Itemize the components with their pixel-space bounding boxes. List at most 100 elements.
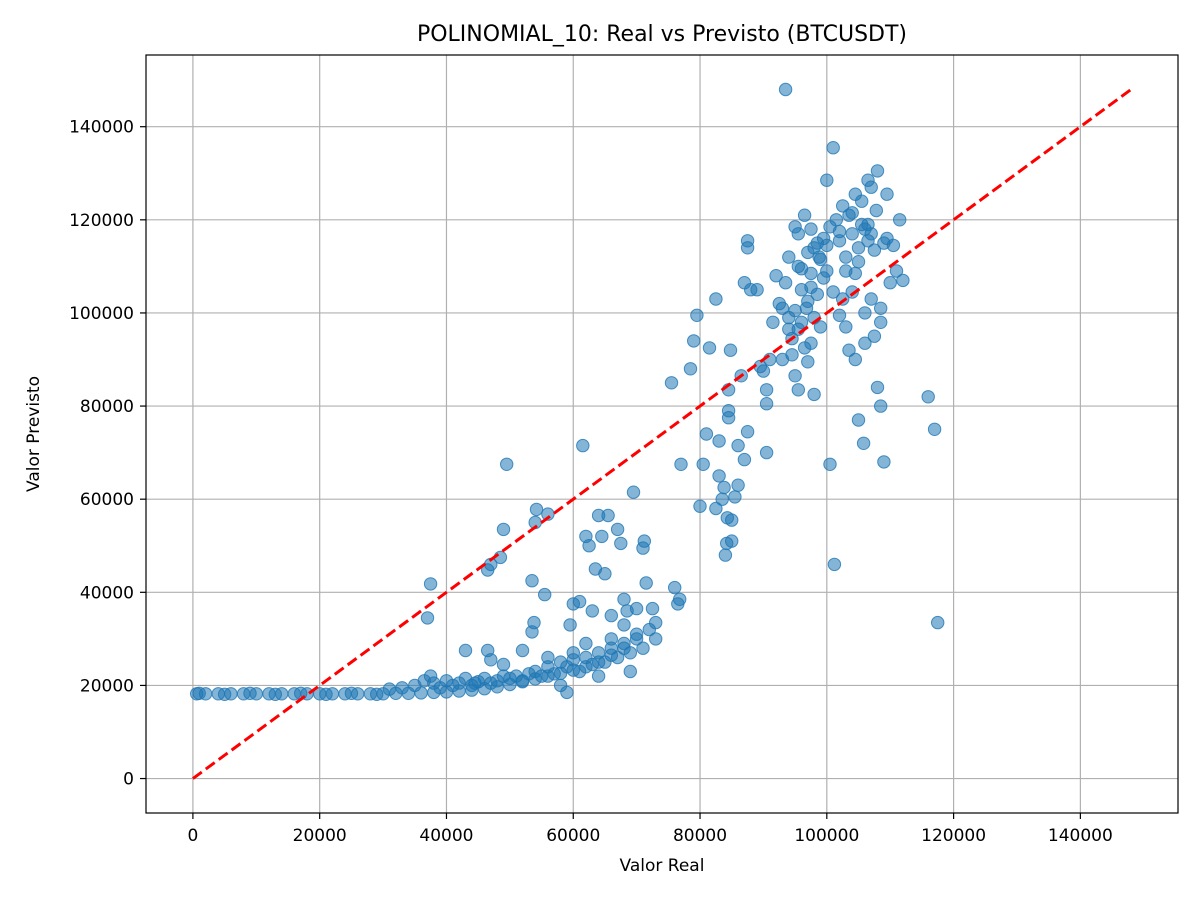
data-point: [864, 292, 878, 306]
data-point: [788, 369, 802, 383]
y-tick-label: 40000: [80, 583, 134, 603]
data-point: [591, 646, 606, 660]
data-point: [725, 534, 739, 548]
x-tick-label: 20000: [293, 826, 347, 846]
data-point: [794, 262, 809, 276]
data-point: [782, 250, 796, 264]
data-point: [893, 213, 907, 227]
data-point: [856, 436, 871, 450]
data-point: [858, 336, 872, 350]
data-point: [610, 650, 625, 665]
data-point: [813, 252, 828, 267]
data-point: [931, 615, 945, 630]
data-point: [827, 557, 842, 572]
data-point: [604, 632, 618, 646]
data-point: [192, 686, 206, 700]
x-axis-label: Valor Real: [620, 856, 705, 876]
data-point: [639, 576, 653, 590]
data-point: [864, 227, 878, 241]
data-point: [883, 276, 897, 290]
data-point: [874, 315, 888, 329]
data-point: [778, 82, 793, 97]
data-point: [617, 592, 631, 606]
data-point: [851, 413, 866, 427]
data-point: [601, 508, 615, 523]
data-point: [598, 655, 612, 669]
data-point: [598, 567, 612, 581]
data-point: [709, 501, 723, 516]
data-point: [797, 208, 812, 222]
data-point: [585, 604, 599, 618]
data-point: [855, 194, 869, 208]
data-point: [420, 611, 435, 625]
data-point: [344, 686, 359, 700]
data-point: [874, 301, 888, 315]
data-point: [709, 292, 723, 306]
x-tick-label: 100000: [794, 826, 859, 846]
data-point: [591, 669, 606, 683]
data-point: [496, 522, 511, 537]
data-point: [712, 434, 726, 448]
y-tick-label: 60000: [80, 490, 134, 510]
data-point: [500, 457, 514, 471]
data-point: [848, 352, 862, 367]
data-point: [541, 507, 555, 521]
data-point: [566, 646, 580, 660]
data-point: [845, 285, 859, 299]
data-point: [759, 397, 774, 411]
data-point: [851, 241, 866, 255]
data-point: [617, 636, 631, 651]
x-tick-label: 0: [187, 826, 198, 846]
data-point: [725, 513, 739, 527]
data-point: [858, 306, 872, 320]
data-point: [696, 457, 710, 471]
data-point: [319, 687, 333, 701]
data-point: [623, 664, 637, 679]
data-point: [759, 383, 774, 397]
chart-title: POLINOMIAL_10: Real vs Previsto (BTCUSDT…: [417, 22, 907, 47]
data-point: [674, 457, 688, 471]
data-point: [712, 469, 726, 483]
data-point: [750, 283, 764, 297]
y-tick-label: 100000: [69, 304, 134, 324]
data-point: [766, 315, 780, 329]
x-tick-label: 40000: [419, 826, 473, 846]
data-point: [715, 492, 729, 506]
y-tick-label: 20000: [80, 676, 134, 696]
data-point: [582, 539, 596, 553]
data-point: [614, 536, 628, 551]
data-point: [799, 301, 814, 315]
data-point: [649, 632, 663, 646]
data-point: [826, 141, 840, 155]
data-point: [778, 276, 793, 290]
data-point: [382, 682, 397, 696]
data-point: [563, 618, 577, 632]
data-point: [756, 364, 771, 378]
data-point: [845, 206, 859, 220]
data-point: [801, 355, 815, 369]
x-tick-label: 80000: [673, 826, 727, 846]
data-point: [845, 227, 859, 241]
data-point: [217, 687, 232, 701]
data-point: [629, 627, 644, 641]
reference-line: [192, 86, 1135, 780]
data-point: [788, 220, 802, 234]
data-point: [927, 422, 942, 436]
data-point: [836, 199, 850, 213]
data-point: [515, 643, 530, 658]
data-point: [649, 615, 663, 630]
data-point: [823, 457, 837, 471]
data-point: [832, 224, 847, 239]
data-point: [579, 636, 593, 651]
data-point: [842, 343, 856, 357]
data-point: [541, 650, 555, 665]
data-point: [723, 343, 738, 357]
y-axis-ticks: 0 20000 40000 60000 80000 100000 120000 140000: [69, 118, 146, 790]
data-point: [880, 231, 894, 246]
data-point: [702, 341, 717, 355]
data-point: [693, 499, 707, 513]
y-axis-label: Valor Previsto: [24, 376, 44, 492]
data-point: [731, 478, 745, 492]
data-point: [870, 164, 885, 178]
